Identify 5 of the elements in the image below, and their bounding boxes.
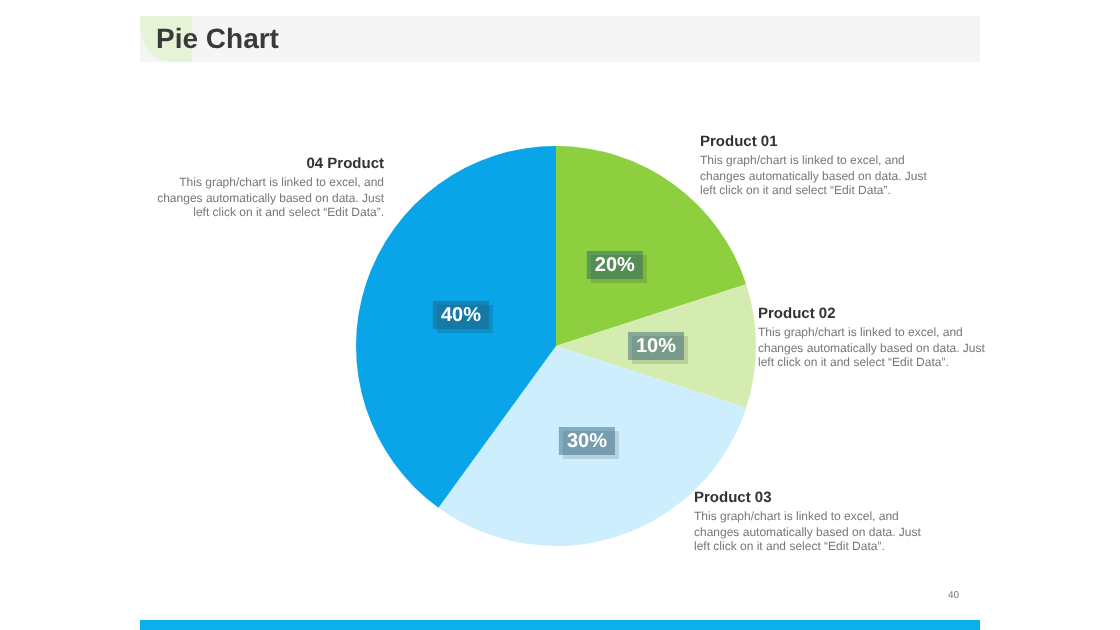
data-label: 10% — [635, 335, 677, 358]
data-label: 20% — [594, 254, 636, 277]
chart-title: Pie Chart — [156, 22, 279, 54]
data-label: 40% — [440, 304, 482, 327]
data-label: 30% — [566, 430, 608, 453]
